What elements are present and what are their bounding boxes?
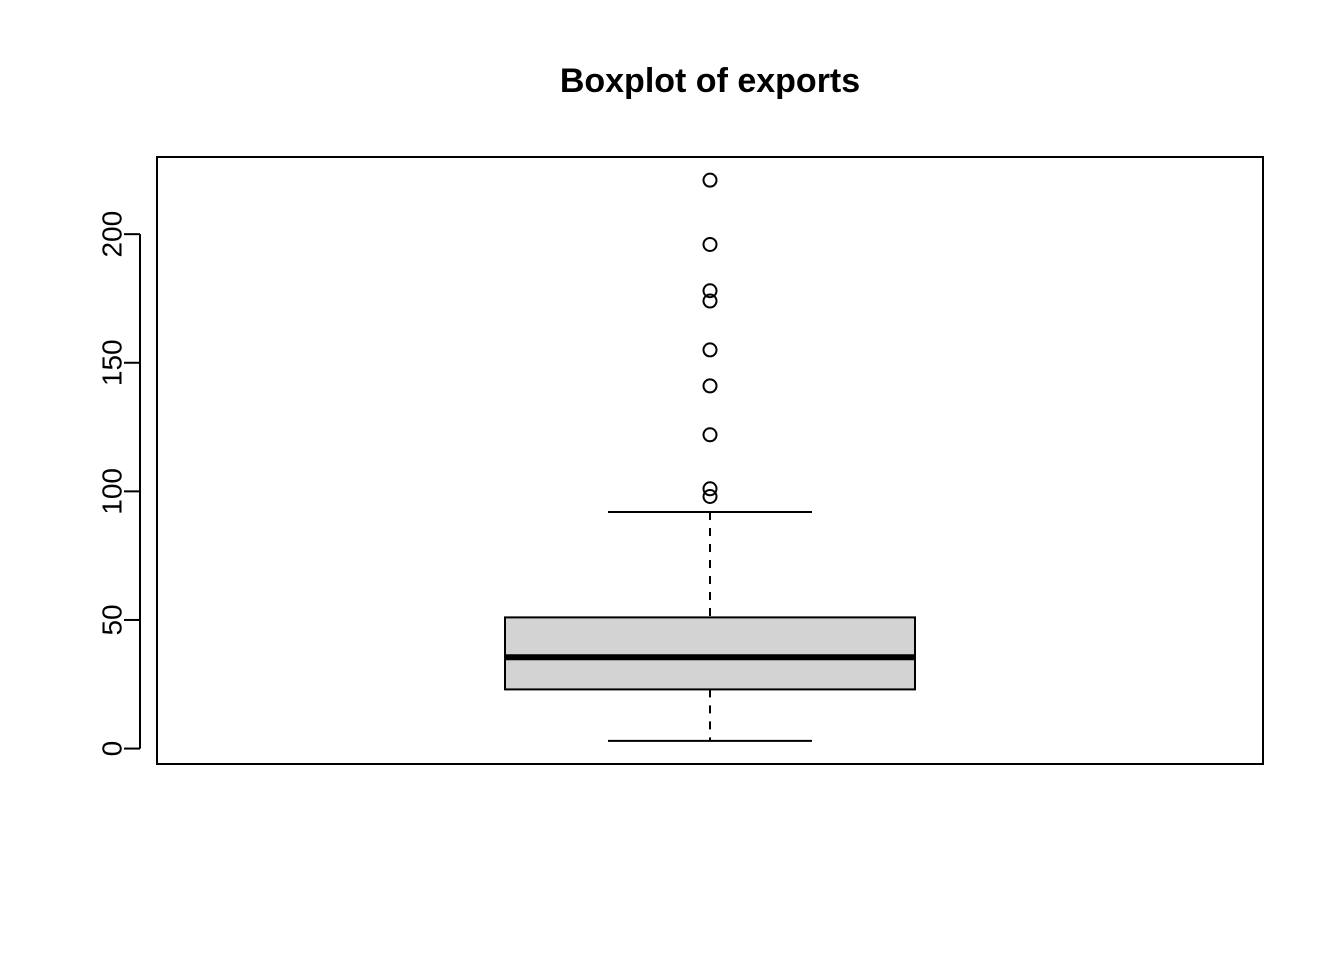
y-tick-label: 100: [97, 468, 128, 515]
outlier-point: [702, 378, 718, 394]
y-tick-label: 50: [97, 604, 128, 635]
y-tick-label: 200: [97, 211, 128, 258]
plot-frame: [156, 156, 1264, 765]
chart-title: Boxplot of exports: [560, 62, 860, 100]
outlier-point: [702, 172, 718, 188]
outlier-point: [702, 342, 718, 358]
outlier-point: [702, 283, 718, 299]
y-tick-label: 0: [97, 741, 128, 757]
y-tick-label: 150: [97, 339, 128, 386]
outliers: [702, 172, 718, 505]
outlier-point: [702, 293, 718, 309]
outlier-point: [702, 481, 718, 497]
outlier-point: [702, 236, 718, 252]
y-axis: 0 50 100 150 200: [97, 211, 141, 757]
iqr-box: [504, 616, 916, 691]
outlier-point: [702, 489, 718, 505]
box-element: [504, 510, 916, 742]
outlier-point: [702, 427, 718, 443]
